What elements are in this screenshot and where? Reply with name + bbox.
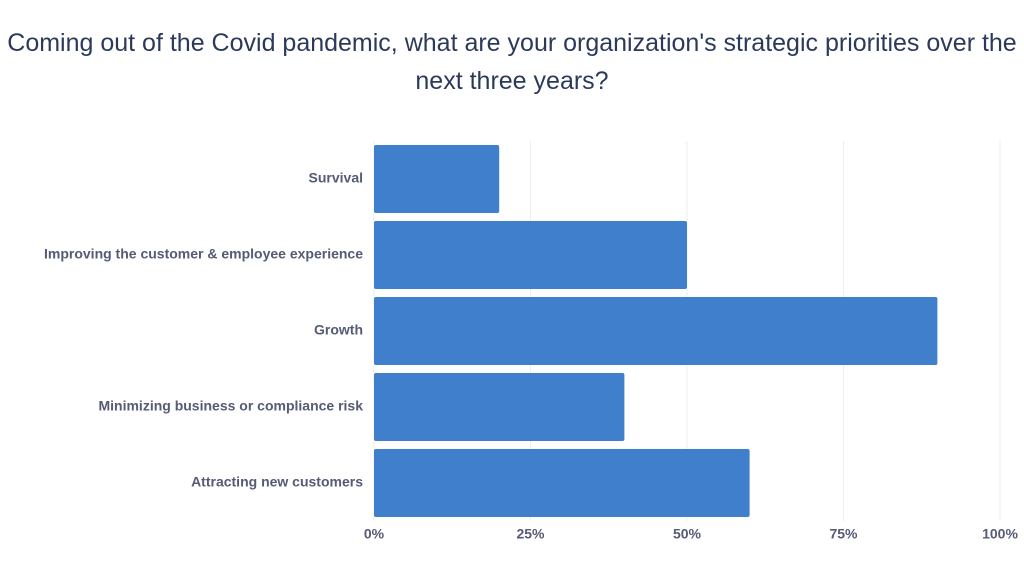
bar: [374, 297, 938, 365]
x-tick-label: 50%: [673, 526, 702, 542]
chart-title: Coming out of the Covid pandemic, what a…: [7, 29, 1017, 95]
x-tick-label: 75%: [829, 526, 858, 542]
x-tick-label: 100%: [982, 526, 1018, 542]
bar: [374, 373, 625, 441]
bar: [374, 449, 750, 517]
y-tick-label: Survival: [309, 170, 363, 186]
bar: [374, 145, 500, 213]
y-tick-label: Growth: [314, 322, 363, 338]
y-tick-label: Attracting new customers: [191, 474, 363, 490]
y-tick-label: Minimizing business or compliance risk: [98, 398, 363, 414]
x-tick-label: 0%: [364, 526, 385, 542]
y-tick-label: Improving the customer & employee experi…: [44, 246, 363, 262]
bar: [374, 221, 687, 289]
x-tick-label: 25%: [516, 526, 545, 542]
